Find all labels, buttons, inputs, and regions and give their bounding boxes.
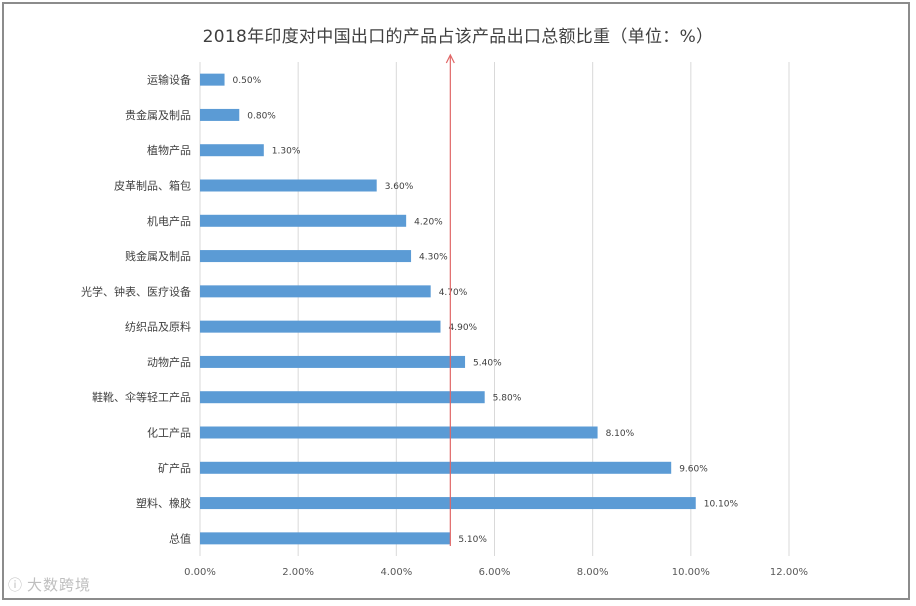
x-tick-label: 8.00% <box>577 567 609 578</box>
value-label: 0.80% <box>247 111 276 121</box>
value-label: 4.70% <box>439 288 468 298</box>
category-label: 总值 <box>169 531 191 545</box>
watermark: ⓘ 大数跨境 <box>8 574 91 595</box>
chart-title: 2018年印度对中国出口的产品占该产品出口总额比重（单位：%） <box>202 27 714 47</box>
category-label: 皮革制品、箱包 <box>114 179 191 193</box>
bar <box>200 426 598 439</box>
category-label: 贵金属及制品 <box>125 108 191 122</box>
value-label: 4.20% <box>414 217 443 227</box>
reference-arrow-icon <box>445 53 455 64</box>
x-tick-label: 12.00% <box>770 567 808 578</box>
bar <box>200 497 696 510</box>
logo-icon: ⓘ <box>8 578 23 594</box>
gridlines <box>199 62 790 556</box>
category-label: 矿产品 <box>158 461 191 475</box>
category-label: 机电产品 <box>147 214 191 228</box>
reference-line <box>445 53 455 546</box>
category-label: 运输设备 <box>147 73 191 87</box>
bar <box>200 532 451 545</box>
bar <box>200 108 240 121</box>
x-tick-label: 10.00% <box>672 567 710 578</box>
bar <box>200 355 466 368</box>
x-tick-label: 2.00% <box>282 567 314 578</box>
category-label: 化工产品 <box>147 426 191 440</box>
category-label: 贱金属及制品 <box>125 249 191 263</box>
value-label: 5.10% <box>458 535 487 545</box>
bars <box>200 73 696 545</box>
bar <box>200 391 485 404</box>
value-label: 1.30% <box>272 147 301 157</box>
x-tick-label: 6.00% <box>479 567 511 578</box>
category-label: 塑料、橡胶 <box>136 496 191 510</box>
value-label: 9.60% <box>679 464 708 474</box>
bar <box>200 73 225 86</box>
x-tick-labels: 0.00% 2.00% 4.00% 6.00% 8.00% 10.00% 12.00% <box>184 567 808 578</box>
value-label: 0.50% <box>233 76 262 86</box>
bar <box>200 250 412 263</box>
value-label: 4.90% <box>449 323 478 333</box>
value-label: 5.40% <box>473 358 502 368</box>
bar <box>200 179 377 192</box>
value-label: 4.30% <box>419 253 448 263</box>
bar <box>200 214 407 227</box>
category-label: 鞋靴、伞等轻工产品 <box>92 390 191 404</box>
value-labels: 0.50% 0.80% 1.30% 3.60% 4.20% 4.30% 4.70% 4.90%… <box>233 76 739 545</box>
category-label: 动物产品 <box>147 355 191 369</box>
x-tick-label: 4.00% <box>380 567 412 578</box>
category-label: 纺织品及原料 <box>125 320 191 334</box>
watermark-text: 大数跨境 <box>27 576 92 594</box>
category-labels: 运输设备贵金属及制品植物产品皮革制品、箱包机电产品贱金属及制品光学、钟表、医疗设… <box>81 73 191 546</box>
bar <box>200 461 672 474</box>
bar <box>200 144 264 157</box>
value-label: 5.80% <box>493 394 522 404</box>
category-label: 光学、钟表、医疗设备 <box>81 284 191 298</box>
bar <box>200 285 431 298</box>
category-label: 植物产品 <box>147 143 191 157</box>
x-tick-label: 0.00% <box>184 567 216 578</box>
value-label: 3.60% <box>385 182 414 192</box>
value-label: 10.10% <box>704 500 739 510</box>
bar <box>200 320 441 333</box>
value-label: 8.10% <box>606 429 635 439</box>
